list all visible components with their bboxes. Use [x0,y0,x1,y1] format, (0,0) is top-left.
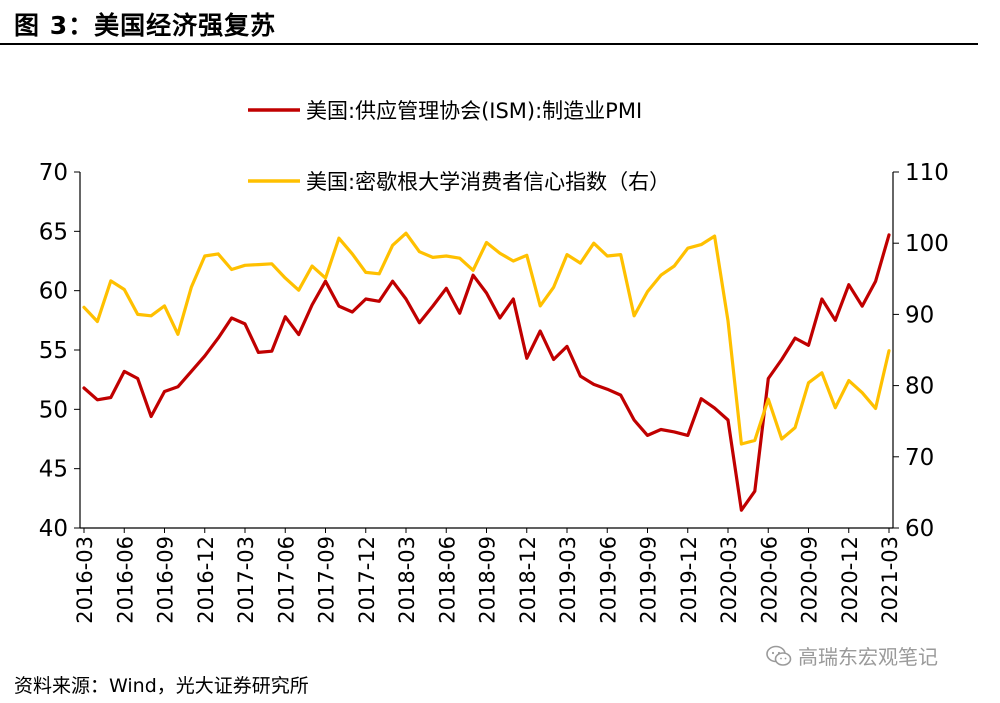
y-left-tick-label: 50 [39,397,68,423]
y-left-tick-label: 70 [39,160,68,186]
x-tick-label: 2019-12 [677,536,701,624]
y-right-tick-label: 80 [905,374,934,400]
x-tick-label: 2016-12 [194,536,218,624]
figure-title: 图 3：美国经济强复苏 [14,11,277,40]
x-tick-label: 2016-06 [113,536,137,624]
source-note: 资料来源：Wind，光大证券研究所 [14,675,309,697]
watermark-text: 高瑞东宏观笔记 [798,645,938,669]
y-left-tick-label: 40 [39,516,68,542]
x-tick-label: 2017-06 [274,536,298,624]
x-tick-label: 2018-06 [435,536,459,624]
x-tick-label: 2017-12 [355,536,379,624]
x-tick-label: 2016-09 [154,536,178,624]
x-tick-label: 2021-03 [878,536,902,624]
series-line-confidence [82,231,891,446]
series-line-pmi [82,233,891,512]
x-tick-label: 2016-03 [73,536,97,624]
y-right-tick-label: 90 [905,302,934,328]
x-tick-label: 2017-03 [234,536,258,624]
x-tick-label: 2019-06 [596,536,620,624]
y-left-tick-label: 60 [39,279,68,305]
legend-label-pmi: 美国:供应管理协会(ISM):制造业PMI [306,99,642,123]
y-left-tick-label: 55 [39,338,68,364]
x-tick-label: 2020-03 [717,536,741,624]
x-tick-label: 2018-12 [516,536,540,624]
y-right-tick-label: 60 [905,516,934,542]
x-tick-label: 2020-09 [798,536,822,624]
x-tick-label: 2020-06 [757,536,781,624]
x-tick-label: 2017-09 [315,536,339,624]
wechat-icon [766,645,792,666]
y-right-tick-label: 70 [905,445,934,471]
watermark: 高瑞东宏观笔记 [766,641,938,670]
y-right-tick-label: 110 [905,160,949,186]
y-left-tick-label: 45 [39,457,68,483]
y-left-tick-label: 65 [39,219,68,245]
x-tick-label: 2018-03 [395,536,419,624]
x-tick-label: 2019-09 [637,536,661,624]
y-right-tick-label: 100 [905,231,949,257]
x-tick-label: 2018-09 [476,536,500,624]
title-rule [0,43,978,45]
x-tick-label: 2019-03 [556,536,580,624]
x-tick-label: 2020-12 [838,536,862,624]
legend-label-confidence: 美国:密歇根大学消费者信心指数（右） [306,170,670,194]
